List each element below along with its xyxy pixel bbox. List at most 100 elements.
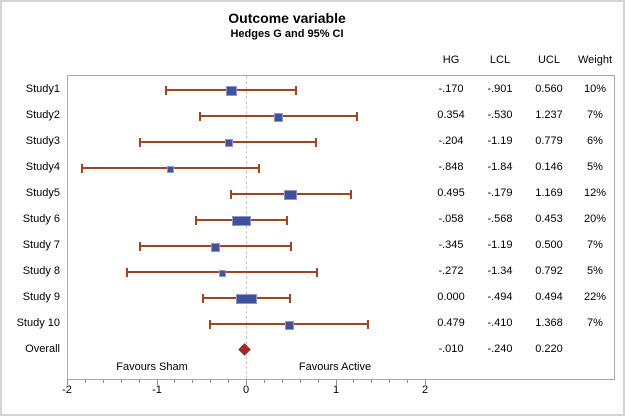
stat-ucl: 1.169 [535, 187, 563, 199]
x-axis-tick-label: 0 [242, 384, 250, 396]
stat-hg: 0.495 [437, 187, 465, 199]
stat-lcl: -.530 [487, 109, 513, 121]
stat-hg: -.345 [438, 239, 464, 251]
x-axis-major-tick [67, 380, 68, 385]
ci-cap-left [195, 216, 197, 225]
ci-cap-left [202, 294, 204, 303]
column-header-weight: Weight [577, 54, 613, 66]
ci-cap-right [290, 242, 292, 251]
row-label: Study 7 [22, 239, 60, 251]
row-label: Study3 [25, 135, 60, 147]
x-axis-minor-tick [264, 380, 265, 383]
x-axis-major-tick [336, 380, 337, 385]
chart-title: Outcome variable [228, 10, 346, 26]
column-header-lcl: LCL [489, 54, 511, 66]
ci-cap-right [258, 164, 260, 173]
x-axis-minor-tick [103, 380, 104, 383]
stat-weight: 7% [587, 109, 603, 121]
chart-subtitle: Hedges G and 95% CI [230, 28, 344, 40]
stat-hg: -.272 [438, 265, 464, 277]
stat-hg: 0.000 [437, 291, 465, 303]
x-axis-minor-tick [85, 380, 86, 383]
stat-lcl: -.568 [487, 213, 513, 225]
stat-weight: 22% [583, 291, 607, 303]
row-label: Overall [25, 343, 60, 355]
favours-sham-label: Favours Sham [116, 361, 188, 373]
stat-weight: 5% [587, 265, 603, 277]
stat-lcl: -1.19 [487, 135, 513, 147]
row-label: Study 8 [22, 265, 60, 277]
plot-frame [67, 75, 615, 380]
row-label: Study 6 [22, 213, 60, 225]
row-label: Study2 [25, 109, 60, 121]
x-axis-minor-tick [318, 380, 319, 383]
stat-ucl: 0.779 [535, 135, 563, 147]
stat-weight: 10% [583, 83, 607, 95]
effect-marker [284, 190, 297, 200]
x-axis-minor-tick [300, 380, 301, 383]
x-axis-minor-tick [353, 380, 354, 383]
ci-cap-left [126, 268, 128, 277]
x-axis-minor-tick [121, 380, 122, 383]
zero-reference-line [246, 76, 247, 379]
ci-cap-right [367, 320, 369, 329]
stat-hg: -.058 [438, 213, 464, 225]
x-axis-minor-tick [192, 380, 193, 383]
stat-weight: 7% [587, 317, 603, 329]
effect-marker [219, 270, 226, 277]
column-header-hg: HG [442, 54, 460, 66]
stat-lcl: -.240 [487, 343, 513, 355]
ci-cap-left [209, 320, 211, 329]
x-axis-major-tick [157, 380, 158, 385]
row-label: Study5 [25, 187, 60, 199]
ci-cap-left [165, 86, 167, 95]
x-axis-minor-tick [228, 380, 229, 383]
stat-hg: -.204 [438, 135, 464, 147]
effect-marker [285, 321, 294, 330]
stat-ucl: 0.500 [535, 239, 563, 251]
effect-marker [232, 216, 251, 226]
ci-cap-left [81, 164, 83, 173]
effect-marker [211, 243, 220, 252]
stat-ucl: 0.146 [535, 161, 563, 173]
x-axis-minor-tick [139, 380, 140, 383]
overall-diamond [238, 343, 251, 356]
stat-lcl: -1.84 [487, 161, 513, 173]
row-label: Study 10 [16, 317, 60, 329]
x-axis-major-tick [246, 380, 247, 385]
effect-marker [274, 113, 283, 122]
x-axis-tick-label: 2 [421, 384, 429, 396]
stat-weight: 6% [587, 135, 603, 147]
favours-active-label: Favours Active [298, 361, 372, 373]
x-axis-minor-tick [282, 380, 283, 383]
ci-cap-left [139, 242, 141, 251]
stat-hg: -.170 [438, 83, 464, 95]
stat-hg: -.010 [438, 343, 464, 355]
stat-lcl: -.179 [487, 187, 513, 199]
stat-weight: 20% [583, 213, 607, 225]
stat-lcl: -.410 [487, 317, 513, 329]
stat-ucl: 1.237 [535, 109, 563, 121]
x-axis-minor-tick [174, 380, 175, 383]
ci-cap-left [230, 190, 232, 199]
ci-cap-right [289, 294, 291, 303]
x-axis-minor-tick [371, 380, 372, 383]
x-axis-major-tick [425, 380, 426, 385]
stat-ucl: 1.368 [535, 317, 563, 329]
ci-cap-right [295, 86, 297, 95]
stat-ucl: 0.494 [535, 291, 563, 303]
stat-hg: 0.479 [437, 317, 465, 329]
stat-ucl: 0.560 [535, 83, 563, 95]
ci-cap-left [199, 112, 201, 121]
stat-lcl: -.901 [487, 83, 513, 95]
row-label: Study1 [25, 83, 60, 95]
stat-hg: 0.354 [437, 109, 465, 121]
x-axis-tick-label: -2 [62, 384, 72, 396]
stat-lcl: -1.34 [487, 265, 513, 277]
stat-lcl: -.494 [487, 291, 513, 303]
stat-weight: 12% [583, 187, 607, 199]
x-axis-minor-tick [407, 380, 408, 383]
x-axis-minor-tick [389, 380, 390, 383]
x-axis-tick-label: 1 [332, 384, 340, 396]
